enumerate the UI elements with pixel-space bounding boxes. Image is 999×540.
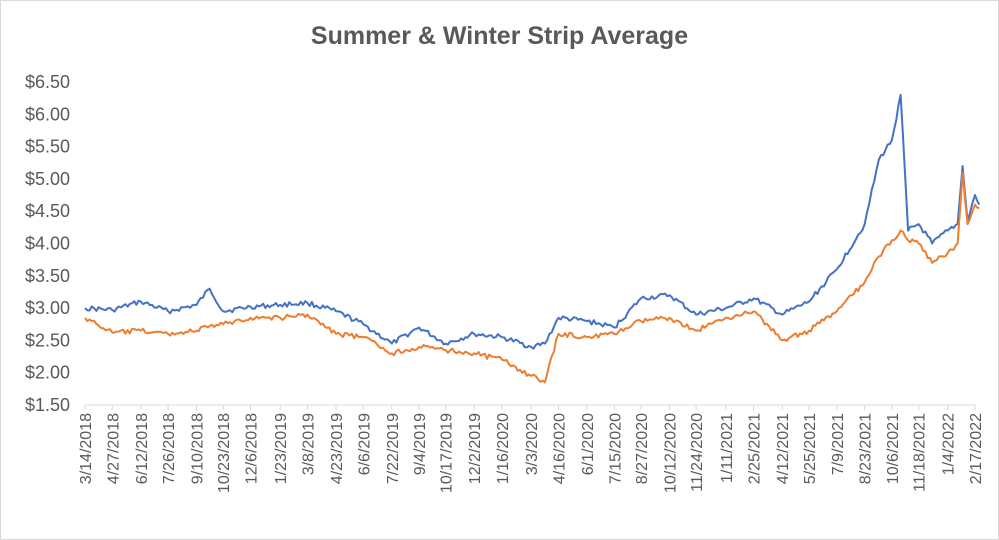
y-tick-label: $6.50 [25, 72, 70, 92]
y-tick-label: $2.00 [25, 363, 70, 383]
x-tick-label: 6/6/2019 [356, 413, 373, 475]
x-tick-label: 9/4/2019 [412, 413, 429, 475]
x-tick-label: 2/25/2021 [747, 413, 764, 484]
x-tick-label: 1/23/2019 [273, 413, 290, 484]
y-tick-label: $1.50 [25, 395, 70, 415]
series-line-1 [84, 93, 981, 350]
y-tick-label: $6.00 [25, 104, 70, 124]
y-tick-label: $3.50 [25, 266, 70, 286]
x-tick-label: 5/25/2021 [802, 413, 819, 484]
x-tick-label: 12/6/2018 [243, 413, 260, 484]
chart-title: Summer & Winter Strip Average [310, 22, 689, 50]
x-axis-ticks: 3/14/2018 4/27/2018 6/12/2018 7/26/2018 9/10… [78, 405, 985, 493]
x-tick-label: 1/4/2022 [941, 413, 958, 475]
x-tick-label: 10/12/2020 [662, 413, 679, 493]
y-tick-label: $2.50 [25, 330, 70, 350]
x-tick-label: 11/18/2021 [912, 413, 929, 492]
x-tick-label: 1/11/2021 [719, 413, 736, 483]
x-tick-label: 4/27/2018 [105, 413, 122, 484]
y-tick-label: $5.50 [25, 137, 70, 157]
x-tick-label: 8/23/2021 [858, 413, 875, 484]
x-tick-label: 7/22/2019 [385, 413, 402, 484]
x-tick-label: 3/14/2018 [78, 413, 95, 484]
x-tick-label: 8/27/2020 [634, 413, 651, 484]
x-tick-label: 4/23/2019 [329, 413, 346, 484]
x-tick-label: 3/3/2020 [524, 413, 541, 475]
x-tick-label: 10/17/2019 [439, 413, 456, 493]
x-tick-label: 10/23/2018 [216, 413, 233, 493]
y-tick-label: $5.00 [25, 169, 70, 189]
y-tick-label: $3.00 [25, 298, 70, 318]
y-tick-label: $4.00 [25, 234, 70, 254]
x-tick-label: 2/17/2022 [968, 413, 985, 484]
x-tick-label: 11/24/2020 [689, 413, 706, 492]
x-tick-label: 1/16/2020 [495, 413, 512, 484]
x-tick-label: 6/1/2020 [580, 413, 597, 475]
x-tick-label: 12/2/2019 [467, 413, 484, 484]
y-tick-label: $4.50 [25, 201, 70, 221]
series-lines [84, 93, 981, 384]
x-tick-label: 7/26/2018 [161, 413, 178, 484]
y-axis-ticks: $1.50 $2.00 $2.50 $3.00 $3.50 $4.00 $4.50 $5.00… [25, 72, 70, 415]
x-tick-label: 7/15/2020 [607, 413, 624, 484]
x-tick-label: 9/10/2018 [190, 413, 207, 484]
x-tick-label: 3/8/2019 [301, 413, 318, 475]
x-tick-label: 4/12/2021 [775, 413, 792, 484]
series-line-2 [84, 171, 980, 384]
x-tick-label: 6/12/2018 [134, 413, 151, 484]
x-tick-label: 10/6/2021 [885, 413, 902, 484]
x-tick-label: 7/9/2021 [830, 413, 847, 475]
x-tick-label: 4/16/2020 [552, 413, 569, 484]
